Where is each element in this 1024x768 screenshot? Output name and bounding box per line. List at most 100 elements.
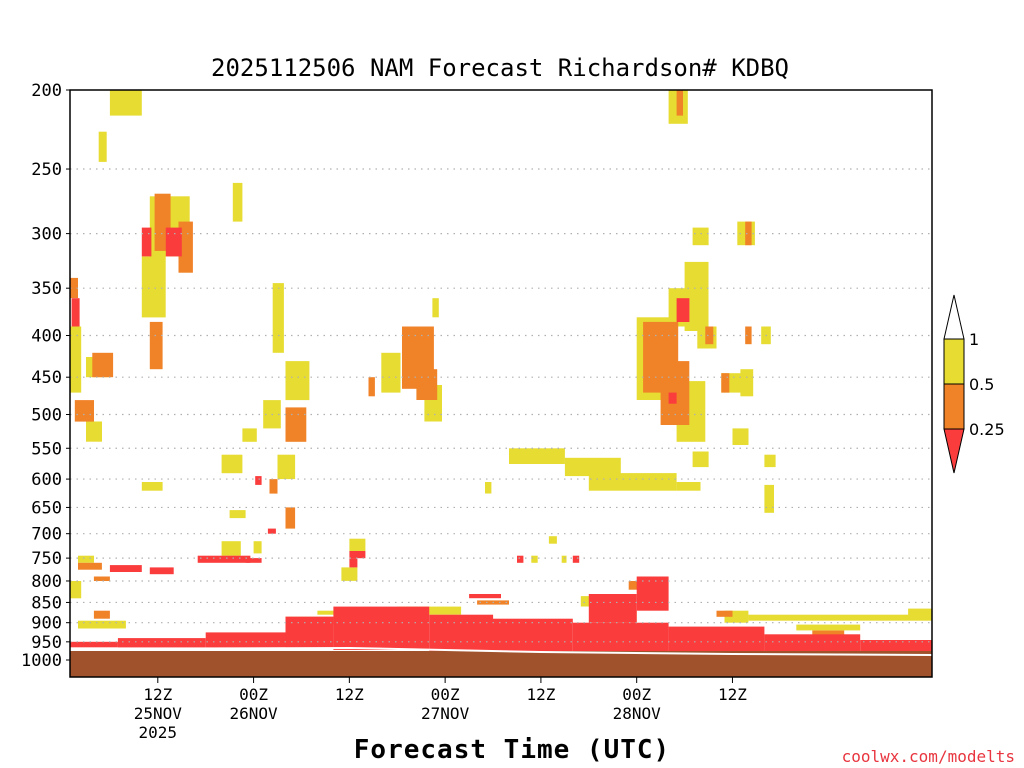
legend-swatch-red xyxy=(943,428,965,474)
ri-cell-lt025 xyxy=(149,567,174,575)
xtick-label: 12Z xyxy=(143,685,172,704)
ri-cell-lt025 xyxy=(572,622,669,653)
ground-surface-line xyxy=(69,646,933,656)
ri-cell-lt025 xyxy=(197,555,251,563)
ri-cell-lt1 xyxy=(796,624,861,631)
ri-cell-lt025 xyxy=(333,606,430,650)
ri-cell-lt1 xyxy=(548,536,557,544)
ytick-label-600: 600 xyxy=(31,470,62,490)
ytick-label-1000: 1000 xyxy=(21,651,62,671)
ri-cell-lt1 xyxy=(531,555,538,563)
ri-cell-lt05 xyxy=(149,321,163,370)
ri-cell-lt1 xyxy=(764,454,776,468)
ri-cell-lt05 xyxy=(269,479,278,494)
ri-cell-lt05 xyxy=(78,562,102,570)
ri-cell-lt1 xyxy=(232,182,243,222)
xtick-label: 28NOV xyxy=(613,704,662,723)
ri-cell-lt1 xyxy=(277,454,296,480)
legend-label: 0.25 xyxy=(969,420,1005,439)
ri-cell-lt05 xyxy=(721,373,730,393)
plot-frame xyxy=(69,89,933,678)
pressure-gridlines xyxy=(70,168,932,643)
xtick-label: 00Z xyxy=(239,685,268,704)
ri-cell-lt05 xyxy=(416,369,438,400)
legend-swatch-orange xyxy=(943,383,965,430)
ytick-label-350: 350 xyxy=(31,279,62,299)
ri-cell-lt025 xyxy=(493,618,573,653)
ri-cell-lt1 xyxy=(141,256,166,318)
ytick-label-450: 450 xyxy=(31,368,62,388)
ri-cell-lt1 xyxy=(381,352,401,393)
ri-cell-lt1 xyxy=(78,555,94,563)
ri-cell-lt1 xyxy=(221,454,243,474)
y-axis-ticks: 200 250 300 350 400 450 500 550 600 650 700 750 8008… xyxy=(21,81,70,671)
ri-cell-lt025 xyxy=(668,626,765,653)
ri-cell-lt1 xyxy=(740,369,754,397)
ri-cell-lt05 xyxy=(676,90,683,116)
ri-cell-lt1 xyxy=(509,448,565,464)
credit-link[interactable]: coolwx.com/modelts xyxy=(842,747,1015,766)
ri-cell-lt1 xyxy=(98,131,107,162)
ri-cell-lt025 xyxy=(285,616,334,649)
ytick-label-850: 850 xyxy=(31,593,62,613)
ytick-label-300: 300 xyxy=(31,225,62,245)
ri-cell-lt025 xyxy=(267,528,276,534)
ground-layer xyxy=(69,646,933,677)
ri-cell-lt05 xyxy=(93,610,110,619)
ytick-label-900: 900 xyxy=(31,614,62,634)
ytick-label-750: 750 xyxy=(31,549,62,569)
ytick-label-950: 950 xyxy=(31,633,62,653)
ri-cell-lt025 xyxy=(70,641,118,648)
ytick-label-500: 500 xyxy=(31,406,62,426)
ri-cell-lt025 xyxy=(165,227,182,257)
ri-cell-lt05 xyxy=(92,352,114,378)
ri-cell-lt05 xyxy=(745,326,752,345)
ri-cell-lt025 xyxy=(764,634,861,653)
ri-cell-lt05 xyxy=(285,507,296,529)
legend-label: 0.5 xyxy=(969,375,994,394)
ri-cell-lt1 xyxy=(272,283,284,353)
ri-cell-lt025 xyxy=(71,298,80,327)
xtick-label: 00Z xyxy=(431,685,460,704)
ri-cell-lt1 xyxy=(229,510,246,519)
ri-cell-lt05 xyxy=(285,407,307,442)
legend-swatch-yellow xyxy=(943,338,965,385)
ri-cell-lt1 xyxy=(564,457,621,477)
legend-label: 1 xyxy=(969,330,979,349)
ri-cell-lt05 xyxy=(368,377,375,397)
ytick-label-250: 250 xyxy=(31,160,62,180)
ri-cell-lt05 xyxy=(705,326,714,345)
ri-cell-lt025 xyxy=(255,476,262,485)
ri-cell-lt025 xyxy=(109,565,142,572)
ri-cell-lt025 xyxy=(860,640,932,653)
ri-cell-lt1 xyxy=(86,421,102,442)
ri-cell-lt1 xyxy=(692,451,709,468)
ri-cell-lt1 xyxy=(70,581,82,599)
ri-cell-lt1 xyxy=(242,428,257,442)
ytick-label-400: 400 xyxy=(31,326,62,346)
legend: 1 0.5 0.25 xyxy=(943,294,1005,474)
ri-cells xyxy=(70,90,932,653)
ri-cell-lt1 xyxy=(692,227,709,246)
xtick-label: 12Z xyxy=(526,685,555,704)
ri-cell-lt1 xyxy=(141,482,163,491)
ytick-label-550: 550 xyxy=(31,439,62,459)
ri-cell-lt05 xyxy=(93,576,110,581)
ri-cell-lt1 xyxy=(588,473,677,491)
ri-cell-lt1 xyxy=(349,538,366,551)
ri-cell-lt025 xyxy=(588,594,637,623)
ri-cell-lt025 xyxy=(572,555,580,563)
ri-cell-lt1 xyxy=(748,614,932,621)
ri-cell-lt05 xyxy=(178,221,193,273)
ri-cell-lt025 xyxy=(429,614,494,651)
ri-cell-lt025 xyxy=(141,227,152,257)
xtick-label: 2025 xyxy=(139,723,178,742)
ytick-label-800: 800 xyxy=(31,572,62,592)
ri-cell-lt1 xyxy=(561,555,567,563)
xtick-label: 25NOV xyxy=(134,704,183,723)
ground-fill xyxy=(70,651,932,677)
ri-cell-lt025 xyxy=(668,392,677,404)
ri-cell-lt05 xyxy=(745,221,752,246)
